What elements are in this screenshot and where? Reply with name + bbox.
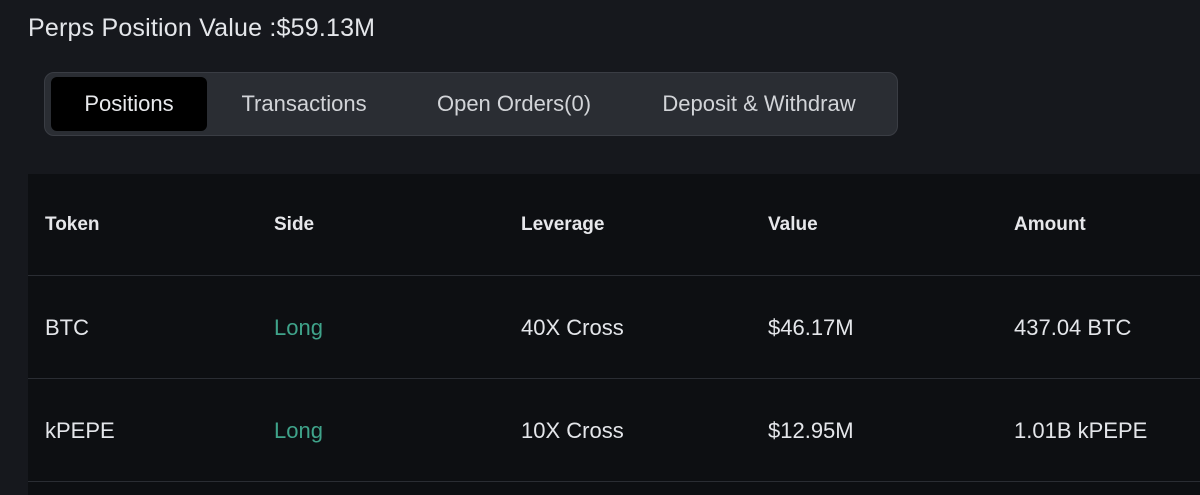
column-header-side[interactable]: Side — [274, 213, 315, 235]
leverage-cell: 40X Cross — [521, 314, 624, 340]
table-header-row: Token Side Leverage Value Amount — [28, 174, 1200, 276]
tab-bar: Positions Transactions Open Orders(0) De… — [44, 72, 898, 136]
amount-cell: 437.04 BTC — [1014, 314, 1132, 340]
table-row[interactable]: BTC Long 40X Cross $46.17M 437.04 BTC — [28, 277, 1200, 379]
column-header-value[interactable]: Value — [768, 213, 818, 235]
token-cell: BTC — [45, 314, 89, 340]
value-cell: $46.17M — [768, 314, 854, 340]
amount-cell: 1.01B kPEPE — [1014, 417, 1148, 443]
tab-deposit-withdraw[interactable]: Deposit & Withdraw — [662, 91, 856, 116]
value-cell: $12.95M — [768, 417, 854, 443]
page-title: Perps Position Value :$59.13M — [28, 14, 376, 42]
leverage-cell: 10X Cross — [521, 417, 624, 443]
column-header-amount[interactable]: Amount — [1014, 213, 1086, 235]
side-cell: Long — [274, 417, 323, 443]
positions-table: Token Side Leverage Value Amount BTC Lon… — [28, 174, 1200, 495]
tab-positions[interactable]: Positions — [51, 77, 207, 131]
table-row[interactable]: kPEPE Long 10X Cross $12.95M 1.01B kPEPE — [28, 380, 1200, 482]
token-cell: kPEPE — [45, 417, 115, 443]
tab-transactions[interactable]: Transactions — [241, 91, 367, 116]
column-header-token[interactable]: Token — [45, 213, 100, 235]
tab-open-orders[interactable]: Open Orders(0) — [436, 91, 592, 116]
column-header-leverage[interactable]: Leverage — [521, 213, 605, 235]
side-cell: Long — [274, 314, 323, 340]
